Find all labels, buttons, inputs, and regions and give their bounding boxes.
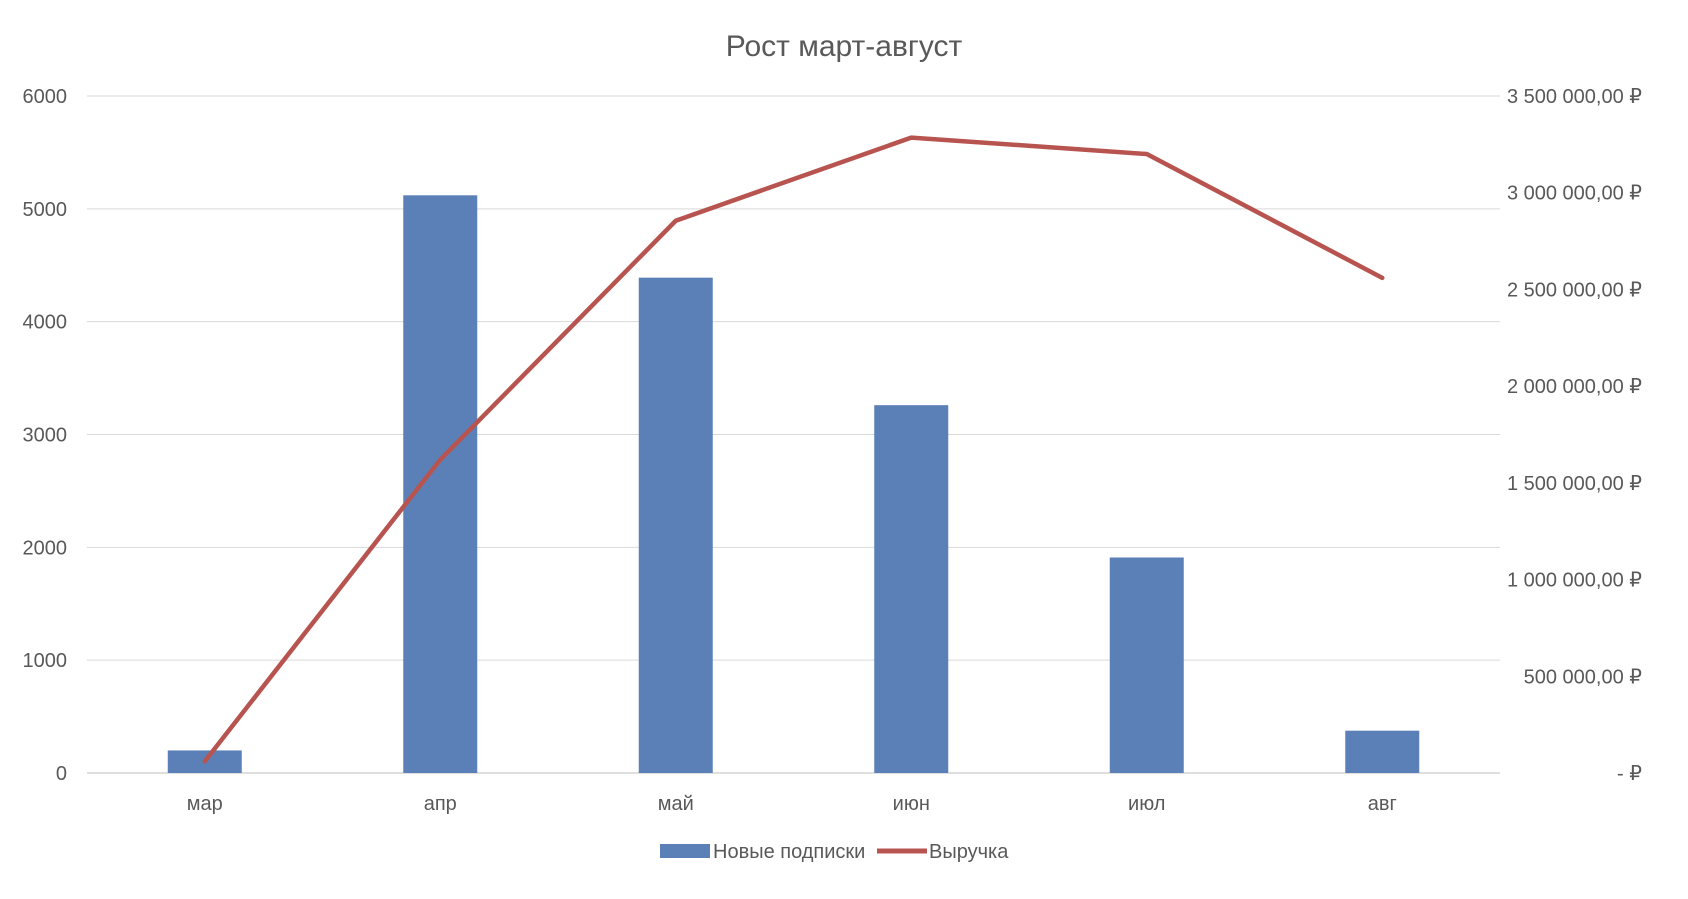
right-tick-label: 3 000 000,00 ₽ xyxy=(1507,183,1642,205)
bar xyxy=(874,405,949,773)
bar-series xyxy=(167,195,1420,773)
right-tick-label: 1 000 000,00 ₽ xyxy=(1507,570,1642,592)
bar xyxy=(638,277,713,773)
right-tick-label: 1 500 000,00 ₽ xyxy=(1507,473,1642,495)
revenue-line xyxy=(202,135,1385,764)
bar xyxy=(1345,730,1420,773)
chart-title: Рост март-август xyxy=(726,30,963,63)
right-y-axis: - ₽ 500 000,00 ₽ 1 000 000,00 ₽ 1 500 000,0… xyxy=(1507,86,1642,785)
bar xyxy=(403,195,478,773)
line-series xyxy=(202,135,1385,764)
right-tick-label: 500 000,00 ₽ xyxy=(1524,666,1643,688)
left-tick-label: 5000 xyxy=(23,199,68,221)
x-tick-label: июл xyxy=(1128,793,1165,815)
gridlines xyxy=(87,95,1500,774)
x-axis: мар апр май июн июл авг xyxy=(187,793,1397,815)
legend-swatch-bar xyxy=(660,844,710,858)
left-tick-label: 2000 xyxy=(23,537,68,559)
left-tick-label: 1000 xyxy=(23,650,68,672)
left-tick-label: 0 xyxy=(56,763,67,785)
x-tick-label: апр xyxy=(424,793,457,815)
legend-label-bar: Новые подписки xyxy=(713,841,865,863)
x-tick-label: май xyxy=(658,793,694,815)
right-tick-label: - ₽ xyxy=(1617,763,1642,785)
left-tick-label: 4000 xyxy=(23,312,68,334)
bar xyxy=(1109,557,1184,773)
right-tick-label: 2 500 000,00 ₽ xyxy=(1507,279,1642,301)
legend-label-line: Выручка xyxy=(929,841,1009,863)
left-tick-label: 6000 xyxy=(23,86,68,108)
x-tick-label: мар xyxy=(187,793,223,815)
left-tick-label: 3000 xyxy=(23,425,68,447)
x-tick-label: авг xyxy=(1368,793,1397,815)
legend: Новые подписки Выручка xyxy=(660,841,1009,863)
x-tick-label: июн xyxy=(893,793,930,815)
right-tick-label: 3 500 000,00 ₽ xyxy=(1507,86,1642,108)
right-tick-label: 2 000 000,00 ₽ xyxy=(1507,376,1642,398)
left-y-axis: 0 1000 2000 3000 4000 5000 6000 xyxy=(23,86,68,785)
